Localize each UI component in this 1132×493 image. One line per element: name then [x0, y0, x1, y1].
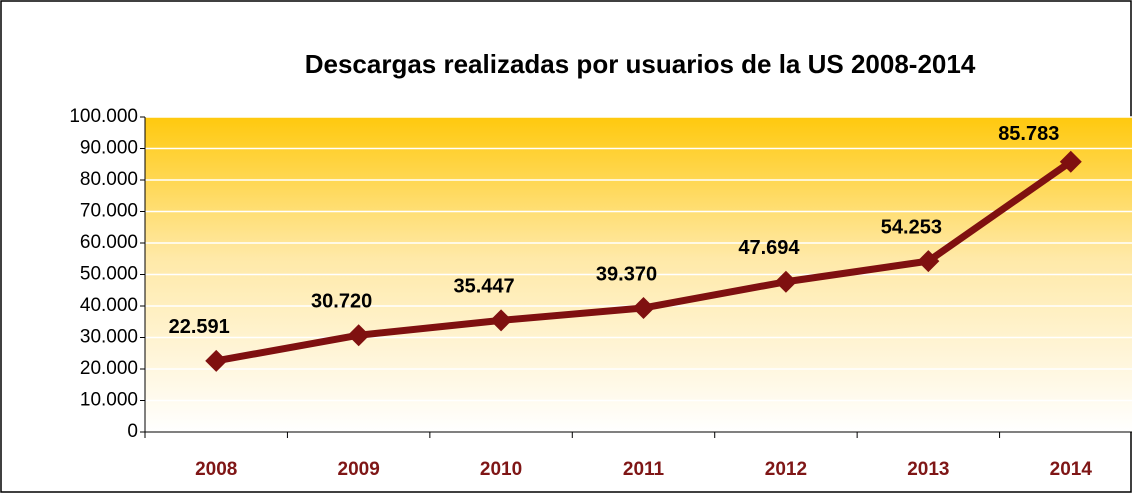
- y-tick-label: 60.000: [80, 232, 138, 253]
- marker: [205, 349, 228, 372]
- marker: [632, 296, 655, 319]
- x-tick-label: 2012: [765, 459, 807, 480]
- y-tick-label: 10.000: [80, 390, 138, 411]
- chart-title: Descargas realizadas por usuarios de la …: [305, 49, 976, 79]
- data-label: 35.447: [453, 276, 514, 298]
- marker: [774, 270, 797, 293]
- y-tick-label: 80.000: [80, 169, 138, 190]
- data-label: 47.694: [738, 237, 800, 259]
- x-tick-label: 2013: [907, 459, 949, 480]
- y-tick-label: 0: [127, 421, 138, 442]
- data-label: 22.591: [169, 316, 230, 338]
- y-tick-label: 100.000: [69, 106, 138, 127]
- marker: [347, 324, 370, 347]
- data-label: 54.253: [881, 216, 942, 238]
- marker: [1059, 150, 1082, 173]
- y-tick-label: 20.000: [80, 358, 138, 379]
- x-tick-label: 2009: [338, 459, 380, 480]
- x-tick-label: 2008: [195, 459, 237, 480]
- x-tick-label: 2011: [623, 459, 665, 480]
- y-tick-label: 50.000: [80, 264, 138, 285]
- data-label: 39.370: [596, 263, 657, 285]
- y-tick-label: 90.000: [80, 138, 138, 159]
- y-tick-label: 70.000: [80, 201, 138, 222]
- data-label: 30.720: [311, 291, 372, 313]
- data-label: 85.783: [998, 123, 1059, 145]
- x-tick-label: 2010: [480, 459, 522, 480]
- x-tick-label: 2014: [1050, 459, 1093, 480]
- y-tick-label: 40.000: [80, 295, 138, 316]
- marker: [490, 309, 513, 332]
- marker: [917, 250, 940, 273]
- y-tick-label: 30.000: [80, 327, 138, 348]
